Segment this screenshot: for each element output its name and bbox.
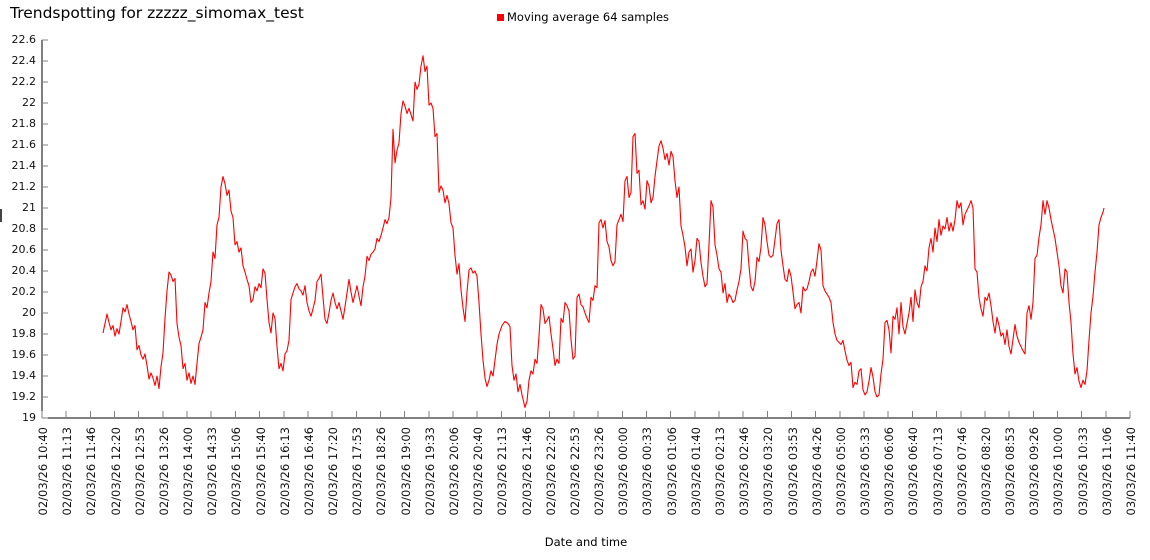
series-line-moving-average bbox=[102, 55, 1105, 409]
x-tick-label: 03/03/26 02:13 bbox=[712, 427, 727, 516]
x-tick-label: 02/03/26 21:13 bbox=[495, 427, 510, 516]
y-tick-label: 22.4 bbox=[11, 54, 37, 67]
x-tick-label: 02/03/26 16:13 bbox=[277, 427, 292, 516]
x-tick-label: 03/03/26 00:33 bbox=[640, 427, 655, 516]
y-tick-label: 22.2 bbox=[11, 75, 37, 88]
x-tick-label: 02/03/26 20:40 bbox=[471, 427, 486, 516]
x-tick-label: 02/03/26 15:40 bbox=[253, 427, 268, 516]
x-tick-label: 03/03/26 10:33 bbox=[1075, 427, 1090, 516]
x-tick-label: 02/03/26 21:46 bbox=[519, 427, 534, 516]
x-tick-label: 03/03/26 01:40 bbox=[688, 427, 703, 516]
y-axis-title-clipped bbox=[0, 209, 2, 222]
y-tick-label: 19.8 bbox=[11, 327, 37, 340]
x-tick-label: 02/03/26 20:06 bbox=[447, 427, 462, 516]
x-tick-label: 03/03/26 04:26 bbox=[809, 427, 824, 516]
y-tick-label: 20.8 bbox=[11, 222, 37, 235]
y-tick-label: 20 bbox=[22, 306, 36, 319]
x-tick-label: 02/03/26 11:46 bbox=[84, 427, 99, 516]
x-tick-label: 02/03/26 10:40 bbox=[36, 427, 50, 516]
x-tick-label: 02/03/26 13:26 bbox=[156, 427, 171, 516]
y-tick-label: 19 bbox=[22, 411, 36, 424]
x-tick-label: 02/03/26 19:33 bbox=[422, 427, 437, 516]
x-tick-label: 02/03/26 22:20 bbox=[543, 427, 558, 516]
x-tick-label: 03/03/26 02:46 bbox=[737, 427, 752, 516]
x-tick-label: 03/03/26 05:33 bbox=[858, 427, 873, 516]
x-tick-label: 02/03/26 17:20 bbox=[326, 427, 341, 516]
x-tick-label: 03/03/26 08:53 bbox=[1003, 427, 1018, 516]
x-tick-label: 02/03/26 15:06 bbox=[229, 427, 244, 516]
legend-label: Moving average 64 samples bbox=[507, 10, 670, 24]
y-tick-label: 20.4 bbox=[11, 264, 37, 277]
x-tick-label: 03/03/26 10:00 bbox=[1051, 427, 1066, 516]
y-tick-label: 21.6 bbox=[11, 138, 37, 151]
page-title: Trendspotting for zzzzz_simomax_test bbox=[10, 4, 304, 22]
x-tick-label: 02/03/26 23:26 bbox=[592, 427, 607, 516]
x-tick-label: 03/03/26 01:06 bbox=[664, 427, 679, 516]
x-tick-label: 03/03/26 00:00 bbox=[616, 427, 631, 516]
x-tick-label: 02/03/26 12:53 bbox=[132, 427, 147, 516]
x-tick-label: 03/03/26 07:13 bbox=[930, 427, 945, 516]
chart-legend: Moving average 64 samples bbox=[497, 10, 669, 24]
y-tick-label: 22.6 bbox=[11, 33, 37, 46]
y-tick-label: 19.2 bbox=[11, 390, 37, 403]
x-tick-label: 02/03/26 18:26 bbox=[374, 427, 389, 516]
y-tick-label: 21.2 bbox=[11, 180, 37, 193]
x-tick-label: 03/03/26 11:40 bbox=[1124, 427, 1138, 516]
x-tick-label: 03/03/26 05:00 bbox=[833, 427, 848, 516]
x-tick-label: 03/03/26 03:53 bbox=[785, 427, 800, 516]
x-tick-label: 02/03/26 14:00 bbox=[181, 427, 196, 516]
x-tick-label: 02/03/26 22:53 bbox=[567, 427, 582, 516]
x-tick-label: 02/03/26 14:33 bbox=[205, 427, 220, 516]
y-tick-label: 21 bbox=[22, 201, 36, 214]
x-tick-label: 03/03/26 11:06 bbox=[1099, 427, 1114, 516]
y-tick-label: 19.4 bbox=[11, 369, 37, 382]
y-tick-label: 22 bbox=[22, 96, 36, 109]
y-tick-label: 20.6 bbox=[11, 243, 37, 256]
y-tick-label: 21.8 bbox=[11, 117, 37, 130]
y-tick-label: 20.2 bbox=[11, 285, 37, 298]
legend-marker-icon bbox=[497, 13, 504, 21]
y-tick-label: 19.6 bbox=[11, 348, 37, 361]
y-tick-label: 21.4 bbox=[11, 159, 37, 172]
x-axis-title: Date and time bbox=[544, 535, 628, 549]
x-tick-label: 03/03/26 08:20 bbox=[978, 427, 993, 516]
x-tick-label: 03/03/26 09:26 bbox=[1027, 427, 1042, 516]
x-tick-label: 03/03/26 06:40 bbox=[906, 427, 921, 516]
x-tick-label: 03/03/26 03:20 bbox=[761, 427, 776, 516]
x-tick-label: 02/03/26 17:53 bbox=[350, 427, 365, 516]
x-tick-label: 02/03/26 12:20 bbox=[108, 427, 123, 516]
x-tick-label: 02/03/26 16:46 bbox=[301, 427, 316, 516]
x-tick-label: 03/03/26 06:06 bbox=[882, 427, 897, 516]
x-tick-label: 03/03/26 07:46 bbox=[954, 427, 969, 516]
x-tick-label: 02/03/26 19:00 bbox=[398, 427, 413, 516]
x-tick-label: 02/03/26 11:13 bbox=[60, 427, 75, 516]
